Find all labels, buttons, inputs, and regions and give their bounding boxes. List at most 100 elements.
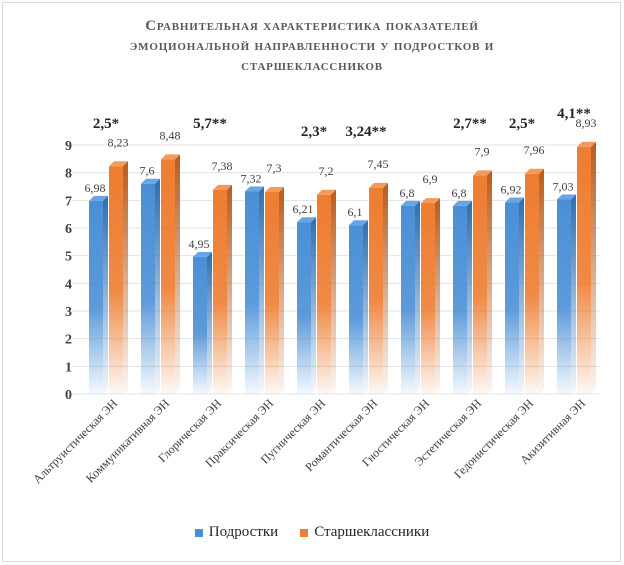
- bar-starsheklassniki: [421, 203, 435, 394]
- bar-podrostki-side: [519, 197, 524, 394]
- data-label-starsheklassniki: 8,48: [160, 128, 181, 142]
- bar-podrostki-top: [297, 217, 316, 223]
- chart-title-line-1: Сравнительная характеристика показателей: [145, 18, 479, 34]
- data-label-podrostki: 7,32: [241, 171, 262, 185]
- data-label-podrostki: 6,21: [293, 202, 314, 216]
- bar-podrostki: [557, 199, 571, 394]
- bar-starsheklassniki: [369, 187, 383, 394]
- bar-starsheklassniki: [213, 189, 227, 394]
- bar-podrostki: [505, 202, 519, 394]
- bar-podrostki: [89, 200, 103, 394]
- bar-starsheklassniki-side: [435, 198, 440, 394]
- bar-podrostki: [453, 205, 467, 394]
- bar-starsheklassniki-top: [525, 168, 544, 174]
- data-label-podrostki: 6,8: [452, 186, 467, 200]
- bar-podrostki: [193, 257, 207, 394]
- bar-chart: 0 1 2 3 4 5 6 7 8 9 6,98 8,23 2,5* Альтруистическая Э…: [30, 106, 600, 486]
- significance-label: 2,5*: [509, 116, 535, 132]
- legend: Подростки Старшеклассники: [0, 524, 624, 541]
- significance-label: 5,7**: [193, 116, 227, 132]
- bar-podrostki-side: [363, 220, 368, 394]
- legend-label-starsheklassniki: Старшеклассники: [314, 524, 430, 540]
- bar-podrostki-side: [155, 178, 160, 394]
- data-label-starsheklassniki: 7,9: [475, 144, 490, 158]
- bar-starsheklassniki: [109, 166, 123, 394]
- significance-label: 2,7**: [453, 116, 487, 132]
- bar-podrostki-side: [207, 252, 212, 394]
- significance-label: 2,3*: [301, 124, 327, 140]
- bar-podrostki-top: [89, 195, 108, 201]
- data-label-starsheklassniki: 7,3: [267, 161, 282, 175]
- data-label-starsheklassniki: 7,96: [524, 143, 545, 157]
- data-label-starsheklassniki: 7,45: [368, 157, 389, 171]
- legend-label-podrostki: Подростки: [208, 524, 279, 540]
- data-label-podrostki: 6,92: [501, 183, 522, 197]
- bar-starsheklassniki: [473, 175, 487, 394]
- bar-starsheklassniki-side: [539, 168, 544, 394]
- bar-starsheklassniki-side: [383, 182, 388, 394]
- legend-swatch-orange: [300, 528, 309, 537]
- significance-label: 4,1**: [557, 106, 591, 122]
- bar-starsheklassniki-side: [487, 170, 492, 394]
- bar-podrostki-top: [557, 194, 576, 200]
- bar-podrostki: [141, 183, 155, 394]
- y-tick-label: 6: [65, 222, 72, 237]
- data-label-podrostki: 7,6: [140, 164, 155, 178]
- y-tick-label: 9: [65, 139, 72, 154]
- bar-podrostki: [297, 222, 311, 394]
- bar-podrostki-side: [311, 217, 316, 394]
- bar-podrostki: [401, 205, 415, 394]
- bar-starsheklassniki-top: [577, 141, 596, 147]
- y-tick-label: 1: [65, 360, 72, 375]
- data-label-starsheklassniki: 7,2: [319, 164, 334, 178]
- y-tick-label: 7: [65, 194, 72, 209]
- bar-starsheklassniki-side: [123, 161, 128, 394]
- bar-podrostki: [245, 191, 259, 394]
- bar-podrostki-top: [245, 186, 264, 192]
- bar-podrostki-top: [401, 200, 420, 206]
- data-label-podrostki: 6,1: [348, 205, 363, 219]
- y-tick-label: 3: [65, 305, 72, 320]
- bar-starsheklassniki-side: [227, 184, 232, 394]
- bar-starsheklassniki: [161, 159, 175, 394]
- bar-starsheklassniki: [265, 192, 279, 394]
- y-tick-label: 8: [65, 167, 72, 182]
- bar-podrostki-top: [141, 178, 160, 184]
- data-label-starsheklassniki: 8,23: [108, 135, 129, 149]
- data-label-podrostki: 6,98: [85, 181, 106, 195]
- data-label-starsheklassniki: 6,9: [423, 172, 438, 186]
- bar-starsheklassniki: [317, 194, 331, 394]
- bar-starsheklassniki-top: [473, 170, 492, 176]
- data-label-podrostki: 6,8: [400, 186, 415, 200]
- bar-starsheklassniki-top: [213, 184, 232, 190]
- bar-podrostki-top: [453, 200, 472, 206]
- bar-podrostki-side: [259, 186, 264, 394]
- bar-podrostki-side: [467, 200, 472, 394]
- bar-starsheklassniki-top: [265, 187, 284, 193]
- y-tick-label: 2: [65, 333, 72, 348]
- bar-starsheklassniki-top: [109, 161, 128, 167]
- significance-label: 2,5*: [93, 116, 119, 132]
- bar-podrostki-side: [415, 200, 420, 394]
- legend-item-starsheklassniki: Старшеклассники: [300, 524, 429, 541]
- bar-starsheklassniki-side: [175, 154, 180, 394]
- bar-starsheklassniki-top: [317, 189, 336, 195]
- data-label-podrostki: 7,03: [553, 180, 574, 194]
- bar-starsheklassniki-top: [161, 154, 180, 160]
- legend-item-podrostki: Подростки: [194, 524, 279, 541]
- bar-starsheklassniki-side: [279, 187, 284, 394]
- chart-title-line-2: эмоциональной направленности у подростко…: [129, 38, 495, 54]
- legend-swatch-blue: [194, 528, 203, 537]
- chart-title-line-3: старшеклассников: [241, 58, 383, 74]
- bar-starsheklassniki: [525, 173, 539, 394]
- data-label-starsheklassniki: 8,93: [576, 116, 597, 130]
- bar-podrostki: [349, 225, 363, 394]
- bar-starsheklassniki-side: [591, 141, 596, 394]
- chart-title: Сравнительная характеристика показателей…: [0, 16, 624, 76]
- bar-podrostki-top: [193, 252, 212, 258]
- y-tick-label: 5: [65, 250, 72, 265]
- bar-podrostki-side: [571, 194, 576, 394]
- data-label-podrostki: 4,95: [189, 237, 210, 251]
- bar-podrostki-top: [349, 220, 368, 226]
- y-tick-label: 4: [65, 277, 72, 292]
